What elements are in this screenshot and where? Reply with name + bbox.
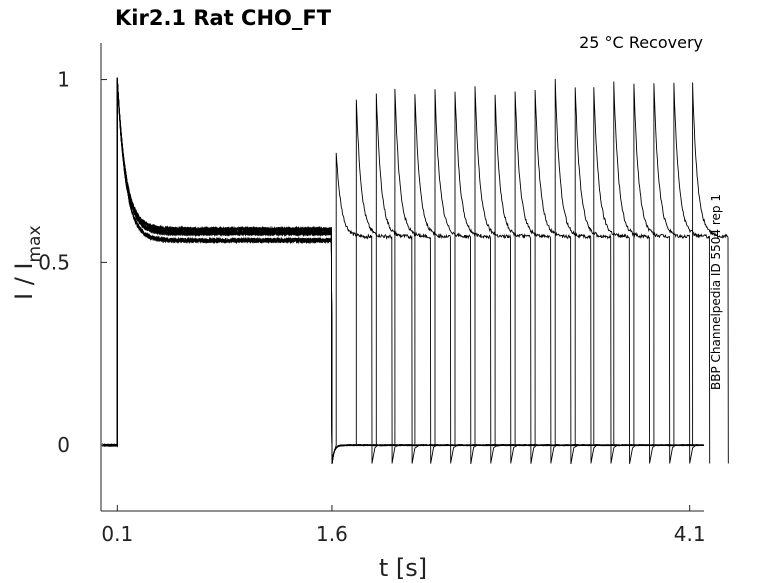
trace-line (102, 79, 705, 464)
trace-line (102, 81, 703, 464)
x-ticks: 0.1 1.6 4.1 (101, 505, 706, 546)
y-ticks: 00.51 (38, 68, 107, 457)
chart-title: Kir2.1 Rat CHO_FT (115, 6, 332, 30)
trace-line (102, 78, 703, 464)
x-tick-label: 4.1 (674, 522, 706, 546)
y-tick-label: 0.5 (38, 250, 70, 274)
trace-line (102, 80, 703, 464)
y-axis-label-group: I / Imax (10, 225, 45, 300)
y-tick-label: 1 (57, 68, 70, 92)
x-axis-label: t [s] (379, 554, 427, 582)
trace-line (102, 77, 705, 464)
trace-line (102, 79, 711, 464)
chart-subtitle: 25 °C Recovery (579, 33, 703, 52)
current-traces (102, 77, 729, 465)
trace-line (102, 79, 703, 464)
side-note-group: BBP Channelpedia ID 5504 rep 1 (709, 194, 723, 390)
trace-line (102, 79, 729, 464)
y-axis-label-subscript: max (25, 225, 45, 262)
trace-line (102, 78, 703, 464)
trace-line (102, 78, 703, 464)
trace-line (102, 81, 703, 464)
trace-line (102, 79, 703, 464)
trace-line (102, 78, 703, 465)
x-tick-label: 1.6 (316, 522, 348, 546)
y-tick-label: 0 (57, 433, 70, 457)
trace-line (102, 78, 703, 464)
x-tick-label: 0.1 (101, 522, 133, 546)
y-axis-label-main: I / I (10, 263, 38, 301)
side-note: BBP Channelpedia ID 5504 rep 1 (709, 194, 723, 390)
y-axis-label: I / Imax (10, 225, 45, 300)
